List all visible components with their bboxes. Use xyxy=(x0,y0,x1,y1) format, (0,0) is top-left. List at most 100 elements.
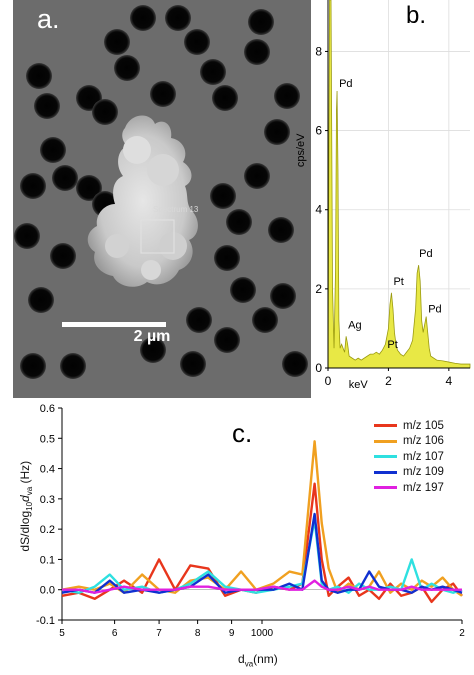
pore xyxy=(52,165,78,191)
pore xyxy=(264,119,290,145)
pore xyxy=(282,351,308,377)
y-tick-label: 2 xyxy=(315,282,322,296)
panel-c-label: c. xyxy=(232,418,253,448)
pore xyxy=(76,175,102,201)
pore xyxy=(92,99,118,125)
legend-swatch xyxy=(374,424,397,428)
legend-swatch xyxy=(374,455,397,459)
series-line xyxy=(62,579,462,594)
legend-swatch xyxy=(374,439,397,443)
filter-pores xyxy=(14,5,308,379)
y-tick-label: 0.5 xyxy=(40,433,55,445)
series-line xyxy=(61,440,463,597)
pore xyxy=(214,327,240,353)
spectrum-region-label: Spectrum 13 xyxy=(153,205,199,214)
x-tick-label: 7 xyxy=(156,628,162,639)
pore xyxy=(28,287,54,313)
x-tick-label: 0 xyxy=(325,374,332,388)
y-tick-label: 0.1 xyxy=(40,554,55,566)
x-axis-label: dva(nm) xyxy=(238,652,278,669)
x-tick-label: 4 xyxy=(446,374,453,388)
x-tick-label: 2 xyxy=(459,628,465,639)
legend-label: m/z 106 xyxy=(403,435,444,448)
pore xyxy=(244,39,270,65)
pore xyxy=(200,59,226,85)
y-tick-label: 8 xyxy=(315,44,322,58)
x-tick-label: 8 xyxy=(195,628,201,639)
legend-swatch xyxy=(374,486,397,490)
y-tick-label: 0.3 xyxy=(40,494,55,506)
pore xyxy=(244,163,270,189)
peak-label: Ag xyxy=(348,319,361,331)
y-tick-label: 0.4 xyxy=(40,464,55,476)
size-distribution-chart: -0.1 0.0 0.1 0.2 0.3 0.4 0.5 0.6 5 6 7 8 9 1000 2 xyxy=(36,403,465,639)
y-axis-label: cps/eV xyxy=(295,133,307,167)
pore xyxy=(214,245,240,271)
peak-label: Pd xyxy=(339,78,352,90)
pore xyxy=(104,29,130,55)
scale-bar-label: 2 µm xyxy=(133,328,171,345)
pore xyxy=(26,63,52,89)
size-distribution-panel: -0.1 0.0 0.1 0.2 0.3 0.4 0.5 0.6 5 6 7 8 9 1000 2 c. m… xyxy=(0,398,474,670)
pore xyxy=(50,243,76,269)
legend-label: m/z 109 xyxy=(403,466,444,479)
eds-spectrum-panel: 0 2 4 6 8 0 2 4 keV cps/eV Pd Ag Pt Pt Pd Pd b. xyxy=(290,0,474,400)
legend-label: m/z 197 xyxy=(403,481,444,494)
legend-label: m/z 105 xyxy=(403,419,444,432)
y-tick-label: 0 xyxy=(315,361,322,375)
legend-item: m/z 105 xyxy=(374,418,444,434)
legend-label: m/z 107 xyxy=(403,450,444,463)
legend-swatch xyxy=(374,470,397,474)
pore xyxy=(20,173,46,199)
sem-image-panel: a. Spectrum 13 2 µm xyxy=(13,0,311,398)
pore xyxy=(248,9,274,35)
pore xyxy=(130,5,156,31)
legend: m/z 105 m/z 106 m/z 107 m/z 109 m/z 197 xyxy=(374,418,444,496)
pore xyxy=(274,83,300,109)
pore xyxy=(212,85,238,111)
y-tick-label: 6 xyxy=(315,124,322,138)
pore xyxy=(114,55,140,81)
pore xyxy=(226,209,252,235)
eds-chart: 0 2 4 6 8 0 2 4 keV cps/eV Pd Ag Pt Pt Pd Pd xyxy=(295,0,471,391)
pore xyxy=(34,93,60,119)
legend-item: m/z 109 xyxy=(374,465,444,481)
peak-label: Pt xyxy=(387,339,397,351)
panel-a-label: a. xyxy=(37,4,60,34)
sem-micrograph xyxy=(13,0,311,398)
x-tick-label: 1000 xyxy=(251,628,274,639)
y-tick-label: 4 xyxy=(315,203,322,217)
y-tick-label: -0.1 xyxy=(36,615,55,627)
legend-item: m/z 197 xyxy=(374,480,444,496)
peak-label: Pd xyxy=(419,248,432,260)
x-axis-label: keV xyxy=(349,379,369,391)
pore xyxy=(270,283,296,309)
pore xyxy=(268,217,294,243)
pore xyxy=(252,307,278,333)
pore xyxy=(165,5,191,31)
x-tick-label: 2 xyxy=(385,374,392,388)
legend-item: m/z 106 xyxy=(374,434,444,450)
spectrum-area xyxy=(327,0,471,369)
y-tick-label: 0.6 xyxy=(40,403,55,415)
pore xyxy=(210,183,236,209)
pore xyxy=(60,353,86,379)
pore xyxy=(180,351,206,377)
x-tick-label: 6 xyxy=(112,628,118,639)
pore xyxy=(184,29,210,55)
y-tick-label: 0.2 xyxy=(40,524,55,536)
particle-aggregate xyxy=(87,115,198,287)
peak-label: Pd xyxy=(428,304,441,316)
pore xyxy=(230,277,256,303)
y-tick-label: 0.0 xyxy=(40,585,55,597)
spectrum-region-box xyxy=(140,219,175,254)
pore xyxy=(20,353,46,379)
scale-bar xyxy=(62,322,166,327)
x-tick-label: 5 xyxy=(59,628,65,639)
pore xyxy=(14,223,40,249)
y-axis-label: dS/dlog10dva (Hz) xyxy=(17,460,35,552)
panel-b-label: b. xyxy=(406,2,427,29)
pore xyxy=(140,337,166,363)
pore xyxy=(186,307,212,333)
peak-label: Pt xyxy=(393,276,403,288)
